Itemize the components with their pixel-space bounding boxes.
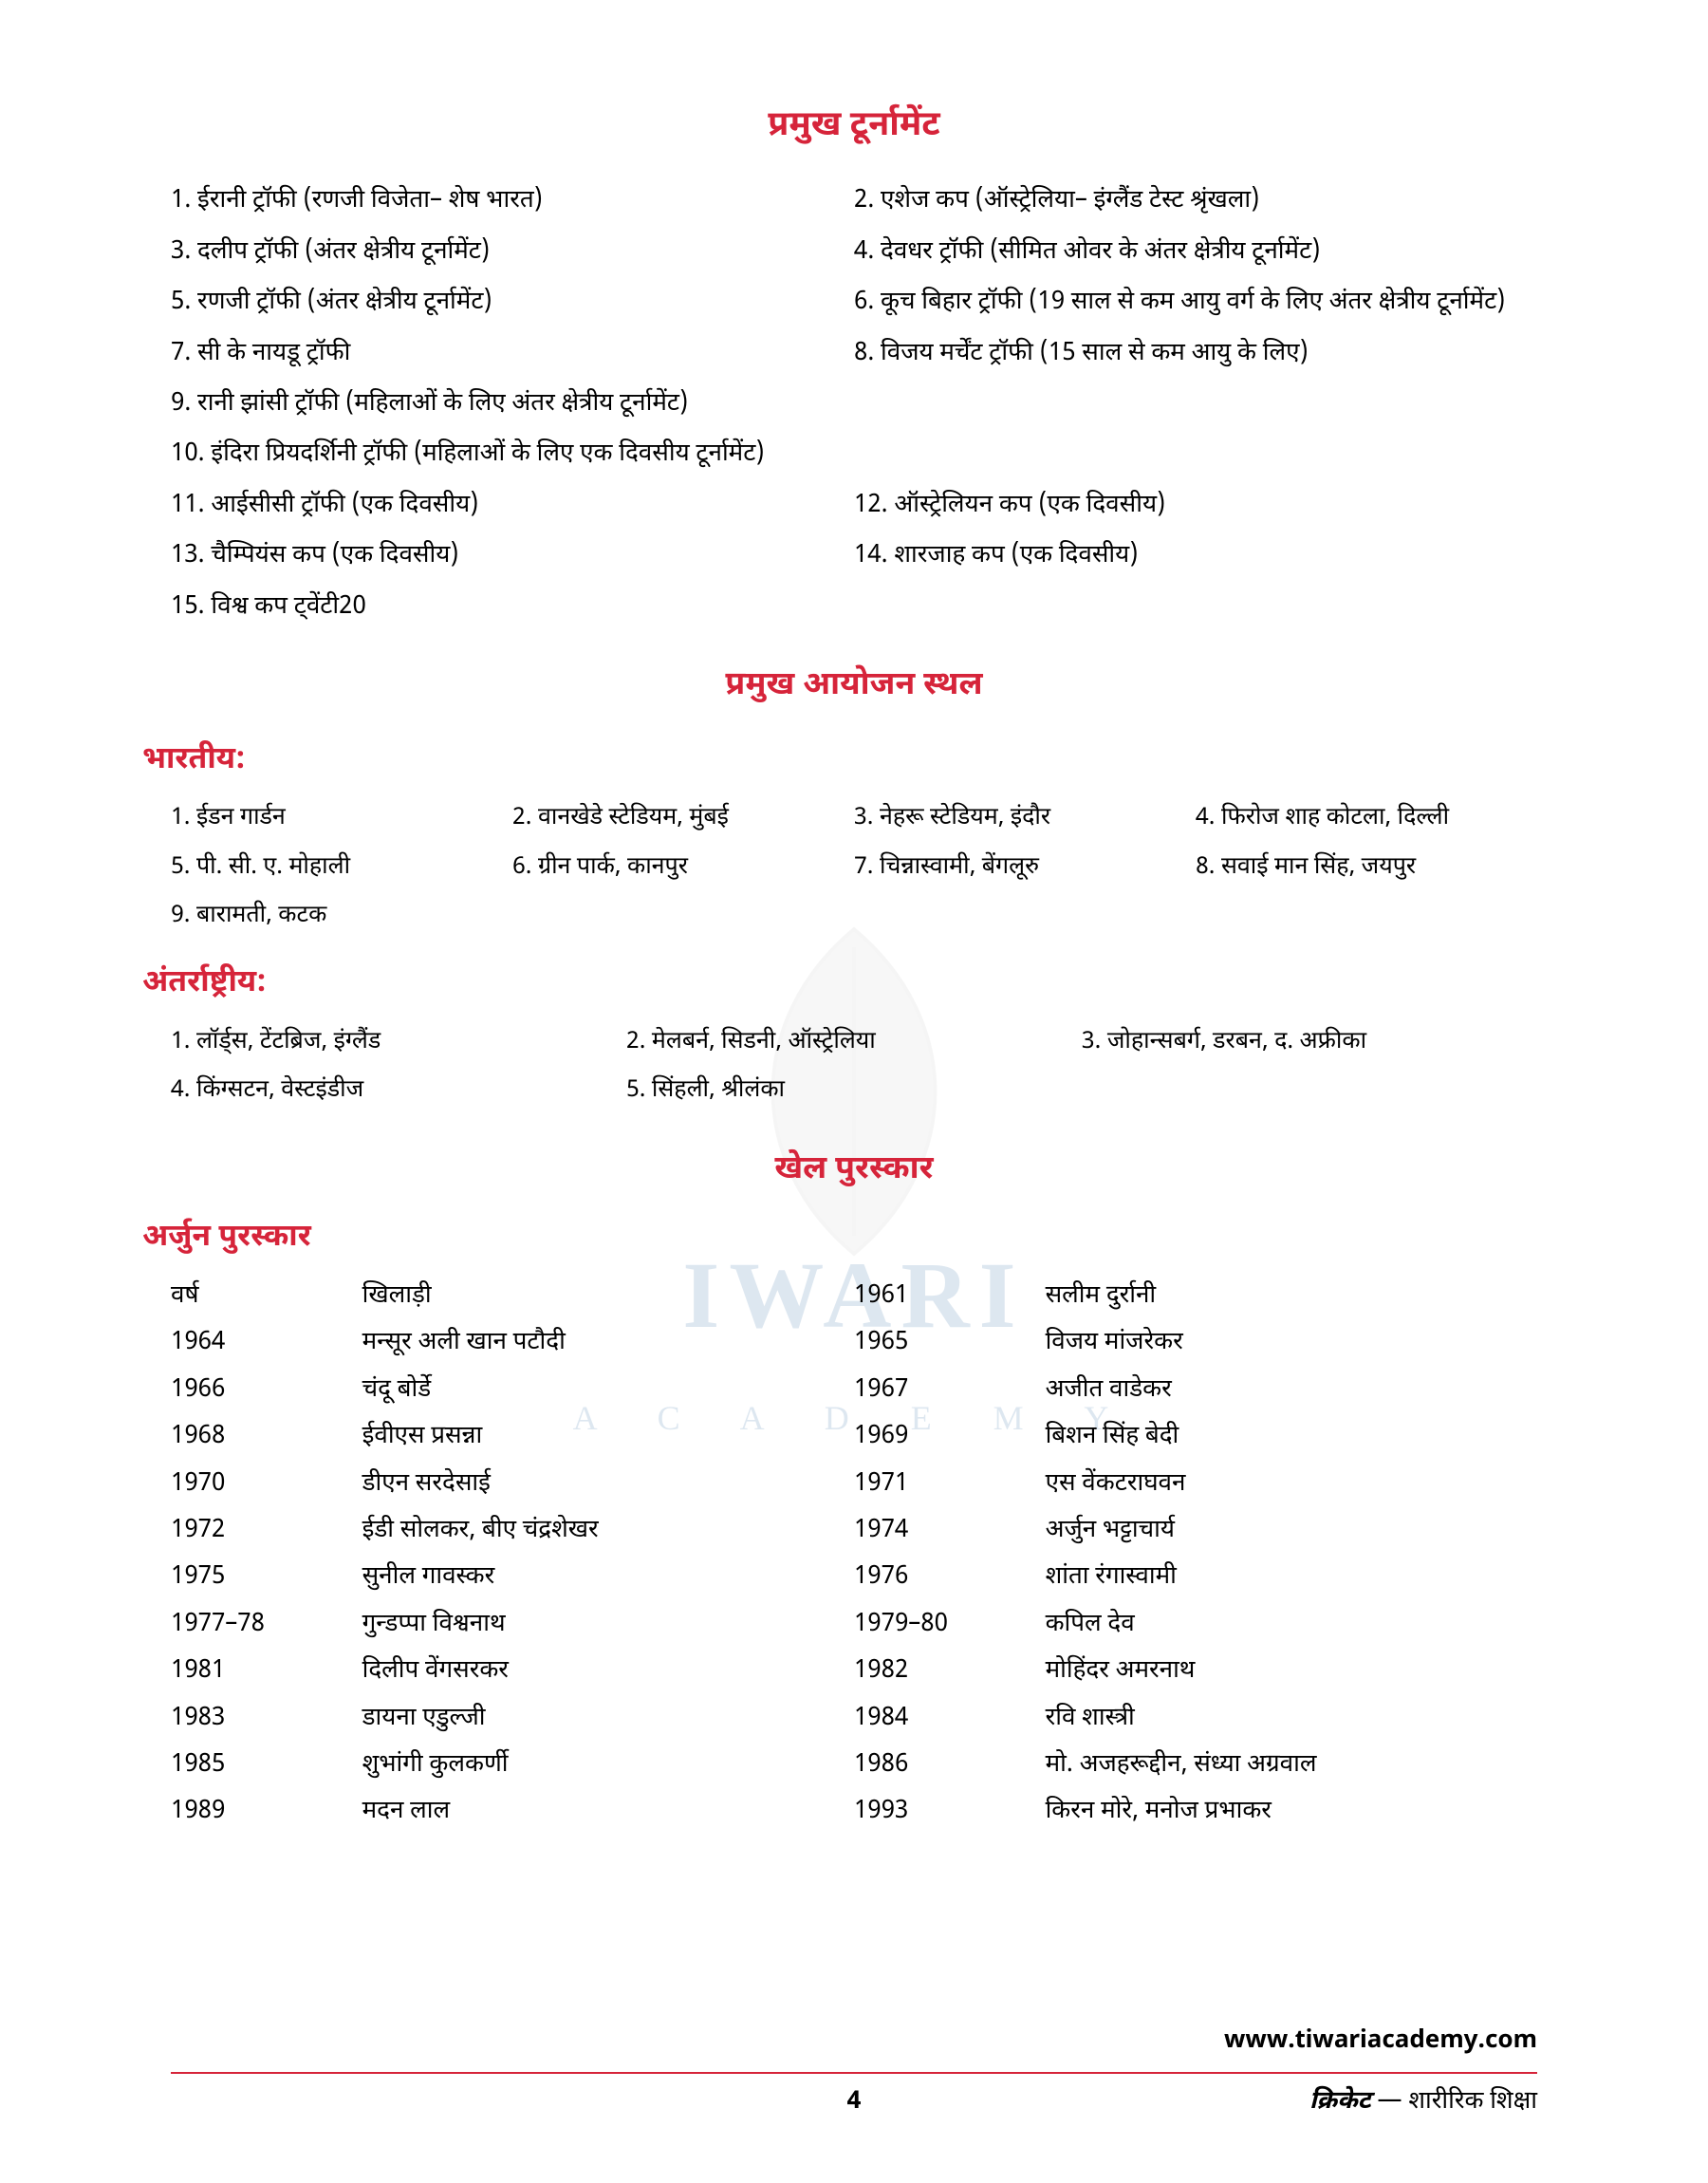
list-item: 4. देवधर ट्रॉफी (सीमित ओवर के अंतर क्षेत… — [854, 228, 1537, 278]
table-cell: 1975 — [171, 1555, 362, 1601]
footer-link: www.tiwariacademy.com — [171, 2019, 1537, 2073]
list-item: 1. ईरानी ट्रॉफी (रणजी विजेता– शेष भारत) — [171, 177, 854, 227]
table-cell: 1964 — [171, 1320, 362, 1367]
list-item: 5. रणजी ट्रॉफी (अंतर क्षेत्रीय टूर्नामें… — [171, 278, 854, 328]
list-item: 3. जोहान्सबर्ग, डरबन, द. अफ्रीका — [1082, 1019, 1537, 1069]
table-cell: सुनील गावस्कर — [362, 1555, 854, 1601]
footer-subject: क्रिकेट — शारीरिक शिक्षा — [1082, 2080, 1537, 2126]
table-cell: 1967 — [854, 1368, 1046, 1414]
awards-title: खेल पुरस्कार — [171, 1140, 1537, 1202]
list-item: 3. दलीप ट्रॉफी (अंतर क्षेत्रीय टूर्नामें… — [171, 228, 854, 278]
table-cell: गुन्डप्पा विश्वनाथ — [362, 1602, 854, 1649]
table-cell: ईवीएस प्रसन्ना — [362, 1414, 854, 1461]
list-item: 7. चिन्नास्वामी, बेंगलूरु — [854, 845, 1196, 894]
table-cell: 1976 — [854, 1555, 1046, 1601]
indian-label: भारतीय: — [142, 733, 1537, 791]
list-item: 1. लॉर्ड्स, टेंटब्रिज, इंग्लैंड — [171, 1019, 626, 1069]
subject-bold: क्रिकेट — [1309, 2086, 1371, 2118]
subject-rest: — शारीरिक शिक्षा — [1371, 2086, 1537, 2118]
arjun-table: वर्ष खिलाड़ी 1961 सलीम दुर्रानी 1964 मन्… — [171, 1274, 1537, 1837]
table-cell: सलीम दुर्रानी — [1046, 1274, 1537, 1320]
table-cell: एस वेंकटराघवन — [1046, 1462, 1537, 1508]
table-cell: 1970 — [171, 1462, 362, 1508]
table-cell: 1989 — [171, 1789, 362, 1836]
list-item: 8. विजय मर्चेंट ट्रॉफी (15 साल से कम आयु… — [854, 329, 1537, 380]
list-item: 2. वानखेडे स्टेडियम, मुंबई — [512, 795, 854, 845]
table-cell: 1969 — [854, 1414, 1046, 1461]
table-cell: मन्सूर अली खान पटौदी — [362, 1320, 854, 1367]
list-item: 2. मेलबर्न, सिडनी, ऑस्ट्रेलिया — [626, 1019, 1082, 1069]
indian-venues: 1. ईडन गार्डन 2. वानखेडे स्टेडियम, मुंबई… — [171, 795, 1537, 942]
table-cell: डीएन सरदेसाई — [362, 1462, 854, 1508]
list-item: 1. ईडन गार्डन — [171, 795, 512, 845]
footer-bar: 4 क्रिकेट — शारीरिक शिक्षा — [171, 2080, 1537, 2126]
table-cell: 1965 — [854, 1320, 1046, 1367]
table-cell: 1985 — [171, 1743, 362, 1789]
table-cell: शांता रंगास्वामी — [1046, 1555, 1537, 1601]
list-item: 15. विश्व कप ट्वेंटी20 — [171, 583, 1537, 633]
table-cell: 1977–78 — [171, 1602, 362, 1649]
table-header: खिलाड़ी — [362, 1274, 854, 1320]
table-cell: मोहिंदर अमरनाथ — [1046, 1649, 1537, 1695]
table-cell: चंदू बोर्डे — [362, 1368, 854, 1414]
table-cell: 1974 — [854, 1508, 1046, 1555]
list-item: 2. एशेज कप (ऑस्ट्रेलिया– इंग्लैंड टेस्ट … — [854, 177, 1537, 227]
table-cell: 1982 — [854, 1649, 1046, 1695]
table-cell: 1986 — [854, 1743, 1046, 1789]
table-cell: डायना एडुल्जी — [362, 1696, 854, 1743]
tournaments-title: प्रमुख टूर्नामेंट — [171, 95, 1537, 159]
list-item: 4. फिरोज शाह कोटला, दिल्ली — [1196, 795, 1537, 845]
intl-venues: 1. लॉर्ड्स, टेंटब्रिज, इंग्लैंड 2. मेलबर… — [171, 1019, 1537, 1117]
list-item: 6. कूच बिहार ट्रॉफी (19 साल से कम आयु वर… — [854, 278, 1537, 328]
list-item: 8. सवाई मान सिंह, जयपुर — [1196, 845, 1537, 894]
table-cell: शुभांगी कुलकर्णी — [362, 1743, 854, 1789]
table-cell: ईडी सोलकर, बीए चंद्रशेखर — [362, 1508, 854, 1555]
table-cell: 1972 — [171, 1508, 362, 1555]
list-item: 12. ऑस्ट्रेलियन कप (एक दिवसीय) — [854, 481, 1537, 532]
page-footer: www.tiwariacademy.com 4 क्रिकेट — शारीरि… — [171, 2019, 1537, 2126]
table-cell: अजीत वाडेकर — [1046, 1368, 1537, 1414]
table-cell: 1983 — [171, 1696, 362, 1743]
list-item: 7. सी के नायडू ट्रॉफी — [171, 329, 854, 380]
list-item: 14. शारजाह कप (एक दिवसीय) — [854, 532, 1537, 582]
table-cell: 1971 — [854, 1462, 1046, 1508]
list-item: 5. सिंहली, श्रीलंका — [626, 1068, 1082, 1117]
venues-title: प्रमुख आयोजन स्थल — [171, 656, 1537, 718]
table-cell: मदन लाल — [362, 1789, 854, 1836]
intl-label: अंतर्राष्ट्रीय: — [142, 956, 1537, 1014]
table-cell: 1993 — [854, 1789, 1046, 1836]
page-content: प्रमुख टूर्नामेंट 1. ईरानी ट्रॉफी (रणजी … — [171, 95, 1537, 1837]
table-cell: अर्जुन भट्टाचार्य — [1046, 1508, 1537, 1555]
list-item: 3. नेहरू स्टेडियम, इंदौर — [854, 795, 1196, 845]
arjun-label: अर्जुन पुरस्कार — [142, 1210, 1537, 1268]
list-item: 9. बारामती, कटक — [171, 893, 512, 942]
list-item: 10. इंदिरा प्रियदर्शिनी ट्रॉफी (महिलाओं … — [171, 430, 1537, 480]
table-cell: किरन मोरे, मनोज प्रभाकर — [1046, 1789, 1537, 1836]
table-cell: रवि शास्त्री — [1046, 1696, 1537, 1743]
table-cell: कपिल देव — [1046, 1602, 1537, 1649]
table-cell: 1968 — [171, 1414, 362, 1461]
table-cell: बिशन सिंह बेदी — [1046, 1414, 1537, 1461]
table-cell: मो. अजहरूद्दीन, संध्या अग्रवाल — [1046, 1743, 1537, 1789]
list-item: 11. आईसीसी ट्रॉफी (एक दिवसीय) — [171, 481, 854, 532]
page-number: 4 — [626, 2080, 1082, 2126]
table-cell: 1984 — [854, 1696, 1046, 1743]
table-cell: दिलीप वेंगसरकर — [362, 1649, 854, 1695]
list-item: 6. ग्रीन पार्क, कानपुर — [512, 845, 854, 894]
list-item: 5. पी. सी. ए. मोहाली — [171, 845, 512, 894]
list-item: 4. किंग्सटन, वेस्टइंडीज — [171, 1068, 626, 1117]
table-cell: विजय मांजरेकर — [1046, 1320, 1537, 1367]
list-item: 9. रानी झांसी ट्रॉफी (महिलाओं के लिए अंत… — [171, 380, 1537, 430]
list-item: 13. चैम्पियंस कप (एक दिवसीय) — [171, 532, 854, 582]
table-header: वर्ष — [171, 1274, 362, 1320]
table-cell: 1966 — [171, 1368, 362, 1414]
table-cell: 1961 — [854, 1274, 1046, 1320]
table-cell: 1979–80 — [854, 1602, 1046, 1649]
tournaments-list: 1. ईरानी ट्रॉफी (रणजी विजेता– शेष भारत) … — [171, 177, 1537, 633]
table-cell: 1981 — [171, 1649, 362, 1695]
